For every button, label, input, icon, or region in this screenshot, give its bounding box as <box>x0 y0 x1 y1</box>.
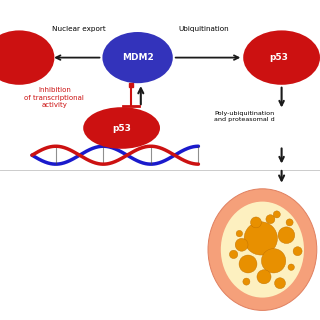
Ellipse shape <box>236 230 243 237</box>
Ellipse shape <box>208 189 317 310</box>
Ellipse shape <box>235 238 248 251</box>
Bar <box>0 0 320 170</box>
Ellipse shape <box>221 202 304 298</box>
Bar <box>0 170 320 320</box>
Ellipse shape <box>257 270 271 284</box>
Ellipse shape <box>102 32 173 83</box>
Ellipse shape <box>243 278 250 285</box>
Ellipse shape <box>0 30 54 85</box>
Ellipse shape <box>266 215 275 224</box>
Text: p53: p53 <box>112 124 131 132</box>
Ellipse shape <box>273 211 280 218</box>
Ellipse shape <box>286 219 293 226</box>
Ellipse shape <box>293 247 302 256</box>
Text: Ubiquitination: Ubiquitination <box>178 26 228 32</box>
Ellipse shape <box>275 278 285 289</box>
Text: MDM2: MDM2 <box>122 53 154 62</box>
Ellipse shape <box>288 264 294 270</box>
Ellipse shape <box>278 227 295 244</box>
Text: Nuclear export: Nuclear export <box>52 26 105 32</box>
Ellipse shape <box>251 217 261 228</box>
Text: Inhibition
of transcriptional
activity: Inhibition of transcriptional activity <box>24 87 84 108</box>
Text: Poly-ubiquitination
and proteasomal d: Poly-ubiquitination and proteasomal d <box>214 111 275 122</box>
Ellipse shape <box>243 30 320 85</box>
Ellipse shape <box>229 250 238 259</box>
Ellipse shape <box>83 107 160 149</box>
Text: p53: p53 <box>269 53 288 62</box>
Ellipse shape <box>261 249 286 273</box>
Ellipse shape <box>239 255 257 273</box>
Ellipse shape <box>244 222 277 255</box>
